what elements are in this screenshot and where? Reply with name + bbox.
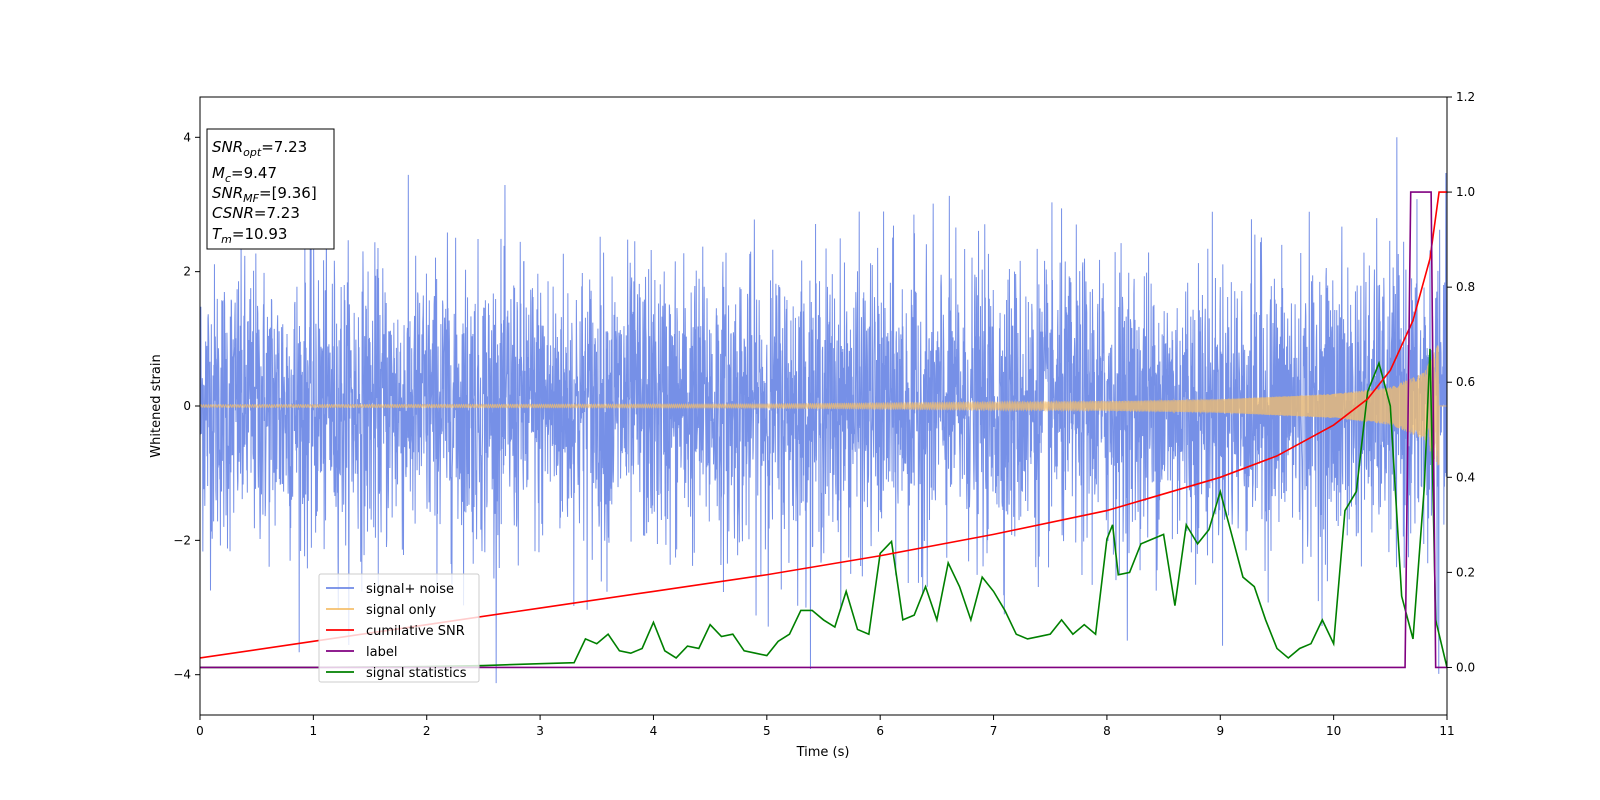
x-tick-label-9: 9 xyxy=(1216,724,1224,738)
info-box: SNRopt=7.23 Mc=9.47 SNRMF=[9.36] CSNR=7.… xyxy=(206,128,335,250)
y-axis-label: Whitened strain xyxy=(149,354,164,457)
info-snr-mf: SNRMF=[9.36] xyxy=(212,184,317,205)
series-layer xyxy=(200,137,1447,684)
x-tick-label-5: 5 xyxy=(763,724,771,738)
info-tm: Tm=10.93 xyxy=(212,225,287,246)
x-axis-ticks: 0 1 2 3 4 5 6 7 8 9 10 11 xyxy=(196,715,1455,738)
series-signal-noise-line xyxy=(200,137,1447,684)
x-tick-label-1: 1 xyxy=(310,724,318,738)
y-left-tick-label-1: −2 xyxy=(173,533,191,547)
y-right-tick-label-0: 0.0 xyxy=(1456,660,1475,674)
y-right-tick-label-6: 1.2 xyxy=(1456,90,1475,104)
y-left-tick-label-0: −4 xyxy=(173,668,191,682)
info-csnr: CSNR=7.23 xyxy=(212,204,300,222)
legend-label-3: label xyxy=(366,645,397,660)
legend-label-4: signal statistics xyxy=(366,666,467,681)
x-tick-label-4: 4 xyxy=(650,724,658,738)
legend-label-2: cumilative SNR xyxy=(366,624,465,639)
y-left-tick-label-4: 4 xyxy=(183,130,191,144)
legend: signal+ noise signal only cumilative SNR la… xyxy=(318,573,480,683)
legend-label-0: signal+ noise xyxy=(366,582,454,597)
y-right-tick-label-2: 0.4 xyxy=(1456,470,1475,484)
y-right-tick-label-3: 0.6 xyxy=(1456,375,1475,389)
series-label-line xyxy=(200,191,1447,669)
legend-label-1: signal only xyxy=(366,603,436,618)
y-right-axis-ticks: 0.0 0.2 0.4 0.6 0.8 1.0 1.2 xyxy=(1447,90,1475,674)
y-left-tick-label-2: 0 xyxy=(183,399,191,413)
y-right-tick-label-4: 0.8 xyxy=(1456,280,1475,294)
x-tick-label-7: 7 xyxy=(990,724,998,738)
y-left-axis-ticks: −4 −2 0 2 4 xyxy=(173,130,200,682)
x-tick-label-8: 8 xyxy=(1103,724,1111,738)
x-tick-label-2: 2 xyxy=(423,724,431,738)
y-right-tick-label-5: 1.0 xyxy=(1456,185,1475,199)
x-tick-label-6: 6 xyxy=(876,724,884,738)
x-tick-label-11: 11 xyxy=(1439,724,1454,738)
series-cumulative-snr-line xyxy=(200,191,1447,659)
series-signal-statistics-line xyxy=(200,348,1447,669)
y-left-tick-label-3: 2 xyxy=(183,265,191,279)
x-tick-label-3: 3 xyxy=(536,724,544,738)
y-right-tick-label-1: 0.2 xyxy=(1456,565,1475,579)
x-axis-label: Time (s) xyxy=(796,745,850,760)
series-signal-only-line xyxy=(200,345,1447,466)
info-mc: Mc=9.47 xyxy=(212,164,277,185)
info-snr-opt: SNRopt=7.23 xyxy=(212,138,307,159)
x-tick-label-0: 0 xyxy=(196,724,204,738)
x-tick-label-10: 10 xyxy=(1326,724,1341,738)
